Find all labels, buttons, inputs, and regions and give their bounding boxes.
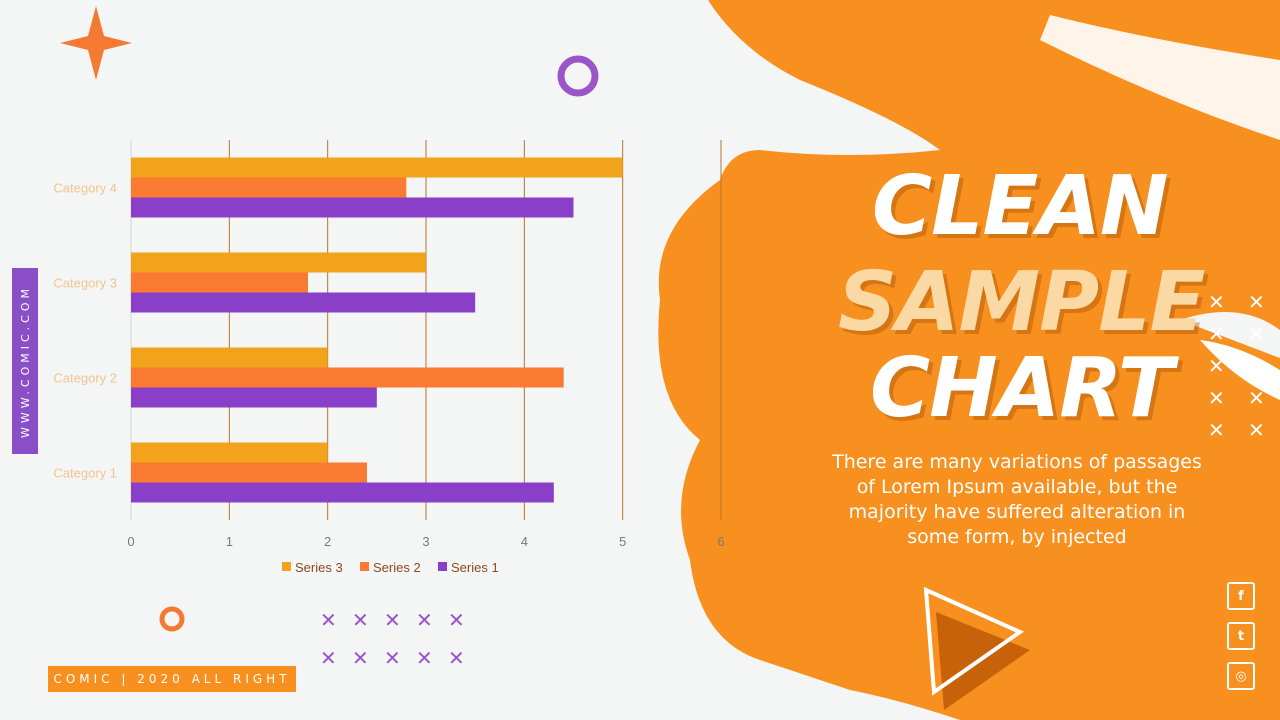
bar-series-1 — [131, 387, 377, 408]
white-brush-stroke — [1200, 340, 1280, 400]
purple-cross-pattern: ✕ ✕ ✕ ✕ ✕ ✕ ✕ ✕ ✕ ✕ — [320, 610, 480, 668]
white-brush-stroke — [1040, 15, 1280, 140]
cross-icon: ✕ — [1248, 354, 1265, 378]
x-tick-label: 5 — [619, 534, 626, 549]
cross-icon: ✕ — [384, 646, 401, 670]
cross-icon: ✕ — [1208, 354, 1225, 378]
cross-icon: ✕ — [1248, 322, 1265, 346]
instagram-icon[interactable]: ◎ — [1227, 662, 1255, 690]
legend-swatch — [282, 562, 291, 571]
twitter-icon[interactable]: t — [1227, 622, 1255, 650]
cross-icon: ✕ — [1248, 290, 1265, 314]
bar-series-3 — [131, 157, 623, 178]
x-tick-label: 6 — [717, 534, 724, 549]
triangle-outline-icon — [923, 586, 1025, 696]
cross-icon: ✕ — [416, 646, 433, 670]
white-cross-pattern: ✕ ✕ ✕ ✕ ✕ ✕ ✕ ✕ ✕ ✕ — [1208, 292, 1280, 440]
website-label: WWW.COMIC.COM — [18, 284, 32, 438]
footer-copyright: COMIC | 2020 ALL RIGHT — [48, 666, 296, 692]
legend-label: Series 2 — [373, 560, 421, 575]
title-line-3: CHART — [870, 341, 1174, 436]
x-tick-label: 0 — [127, 534, 134, 549]
category-label: Category 1 — [53, 466, 117, 481]
legend-swatch — [438, 562, 447, 571]
bar-series-1 — [131, 292, 476, 313]
orange-brush-shape — [658, 0, 1280, 720]
bar-series-1 — [131, 197, 574, 218]
cross-icon: ✕ — [416, 608, 433, 632]
ring-icon — [557, 55, 599, 97]
cross-icon: ✕ — [1248, 386, 1265, 410]
cross-icon: ✕ — [320, 646, 337, 670]
x-tick-label: 3 — [422, 534, 429, 549]
legend-label: Series 1 — [451, 560, 499, 575]
star-icon — [60, 6, 132, 80]
bar-series-3 — [131, 347, 328, 368]
cross-icon: ✕ — [1208, 386, 1225, 410]
description-text: There are many variations of passages of… — [832, 451, 1202, 548]
cross-icon: ✕ — [384, 608, 401, 632]
bar-series-2 — [131, 462, 367, 483]
category-label: Category 3 — [53, 276, 117, 291]
cross-icon: ✕ — [1248, 418, 1265, 442]
x-tick-label: 2 — [324, 534, 331, 549]
category-label: Category 2 — [53, 371, 117, 386]
facebook-icon[interactable]: f — [1227, 582, 1255, 610]
legend-swatch — [360, 562, 369, 571]
bar-series-1 — [131, 482, 554, 503]
title-line-1: CLEAN — [872, 159, 1169, 254]
ring-icon — [159, 606, 185, 632]
x-tick-label: 4 — [521, 534, 528, 549]
cross-icon: ✕ — [448, 646, 465, 670]
legend-label: Series 3 — [295, 560, 343, 575]
bar-series-2 — [131, 367, 564, 388]
cross-icon: ✕ — [352, 646, 369, 670]
bar-series-3 — [131, 442, 328, 463]
cross-icon: ✕ — [448, 608, 465, 632]
cross-icon: ✕ — [1208, 322, 1225, 346]
bar-series-3 — [131, 252, 426, 273]
bar-series-2 — [131, 177, 407, 198]
cross-icon: ✕ — [352, 608, 369, 632]
triangle-shadow-icon — [936, 612, 1030, 710]
cross-icon: ✕ — [320, 608, 337, 632]
cross-icon: ✕ — [1208, 418, 1225, 442]
bar-series-2 — [131, 272, 308, 293]
side-website-tab: WWW.COMIC.COM — [12, 268, 38, 454]
x-tick-label: 1 — [226, 534, 233, 549]
category-label: Category 4 — [53, 181, 117, 196]
title-line-2: SAMPLE — [838, 255, 1205, 350]
cross-icon: ✕ — [1208, 290, 1225, 314]
